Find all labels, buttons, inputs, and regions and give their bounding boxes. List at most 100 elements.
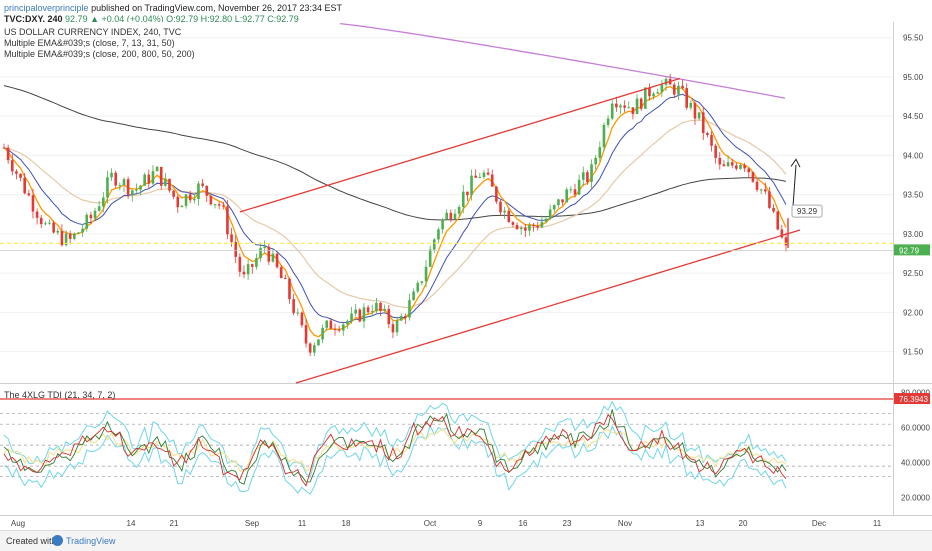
candle-body: [126, 179, 130, 195]
candle-body: [424, 266, 428, 282]
candle-body: [271, 253, 275, 262]
candle-body: [428, 249, 432, 267]
candle-body: [747, 168, 751, 173]
candle-body: [586, 172, 589, 182]
candle-body: [139, 185, 142, 190]
candle-body: [606, 118, 610, 125]
tradingview-brand-link[interactable]: TradingView: [66, 536, 116, 546]
y-tick-label: 93.00: [903, 230, 924, 239]
candle-body: [122, 179, 126, 186]
candle-body: [610, 103, 614, 119]
candle-body: [284, 278, 287, 280]
candle-body: [226, 206, 229, 235]
candle-body: [780, 229, 784, 238]
candle-body: [147, 174, 151, 184]
candle-body: [631, 107, 635, 115]
candle-body: [176, 196, 180, 208]
candle-body: [279, 267, 283, 279]
candle-body: [118, 185, 122, 187]
y-tick-label: 93.50: [903, 191, 924, 200]
symbol-line: TVC:DXY, 240 92.79 ▲ +0.04 (+0.04%) O:92…: [4, 14, 299, 25]
candle-body: [548, 209, 552, 219]
candle-body: [755, 181, 759, 190]
candle-body: [739, 164, 742, 169]
x-tick-label: Aug: [11, 519, 25, 528]
candle-body: [478, 177, 482, 179]
last-price-badge: [894, 244, 930, 256]
tdi-upper-label: 76.3943: [899, 395, 928, 404]
candle-body: [135, 189, 138, 191]
candle-body: [313, 345, 316, 353]
candle-body: [159, 166, 163, 186]
candle-body: [73, 233, 76, 239]
candle-body: [623, 105, 626, 108]
candle-body: [325, 320, 329, 328]
x-tick-label: 9: [478, 519, 483, 528]
ema-legend-2: Multiple EMA&#039;s (close, 200, 800, 50…: [4, 49, 195, 59]
candle-body: [2, 147, 6, 149]
candle-body: [648, 87, 651, 97]
candle-body: [288, 278, 291, 300]
price-chart[interactable]: 93.29 95.50 95.00 94.50 94.00 93.50 93.00 92.5…: [0, 0, 932, 530]
candle-body: [39, 217, 43, 225]
candle-body: [27, 193, 31, 196]
candle-body: [540, 221, 544, 228]
x-tick-label: 14: [127, 519, 136, 528]
candle-body: [672, 84, 676, 95]
created-with-label: Created with: [6, 536, 57, 546]
candle-body: [730, 162, 734, 166]
y-tick-label: 91.50: [903, 348, 924, 357]
candle-body: [375, 302, 378, 312]
candle-body: [164, 178, 167, 186]
candle-body: [677, 85, 680, 95]
tdi-y-tick-label: 40.0000: [901, 459, 930, 468]
candle-body: [759, 189, 763, 191]
author-link[interactable]: principaloverprinciple: [4, 3, 89, 13]
candle-body: [130, 190, 134, 195]
candle-body: [437, 229, 440, 240]
candle-body: [234, 241, 238, 257]
published-text: published on TradingView.com, November 2…: [91, 3, 343, 13]
candle-body: [362, 307, 366, 322]
candle-body: [565, 189, 569, 203]
candle-body: [267, 246, 271, 262]
candle-body: [275, 253, 279, 268]
candle-body: [213, 204, 217, 206]
candle-body: [77, 232, 80, 234]
candle-body: [499, 201, 502, 213]
candle-body: [151, 171, 155, 184]
candle-body: [354, 309, 357, 314]
candle-body: [594, 157, 597, 165]
candle-body: [532, 224, 535, 227]
candle-body: [515, 224, 519, 230]
change-value: +0.04 (+0.04%): [101, 14, 164, 24]
candle-body: [772, 207, 775, 212]
last-price-label: 92.79: [899, 246, 920, 255]
candle-body: [15, 171, 18, 174]
up-arrow-icon: ▲: [90, 14, 100, 24]
y-tick-label: 92.00: [903, 308, 924, 317]
candle-body: [714, 145, 717, 158]
candle-body: [205, 185, 209, 196]
candle-body: [441, 219, 444, 230]
y-tick-label: 94.00: [903, 151, 924, 160]
candle-body: [391, 324, 395, 333]
callout-box: [791, 204, 823, 218]
candle-body: [552, 205, 556, 210]
candle-body: [466, 191, 469, 196]
tdi-lower-band: [3, 424, 787, 495]
ema-legend-1: Multiple EMA&#039;s (close, 7, 13, 31, 5…: [4, 38, 175, 48]
candle-body: [350, 313, 353, 322]
candle-body: [193, 199, 196, 201]
candle-body: [619, 105, 622, 108]
candle-body: [507, 210, 511, 223]
candle-body: [346, 321, 349, 325]
y-tick-label: 95.50: [903, 34, 924, 43]
tdi-baseline: [3, 427, 787, 473]
candle-body: [573, 189, 577, 195]
candle-body: [449, 212, 453, 219]
candle-body: [457, 206, 461, 214]
candle-body: [321, 327, 324, 340]
candle-body: [300, 312, 304, 326]
candle-body: [23, 177, 26, 194]
